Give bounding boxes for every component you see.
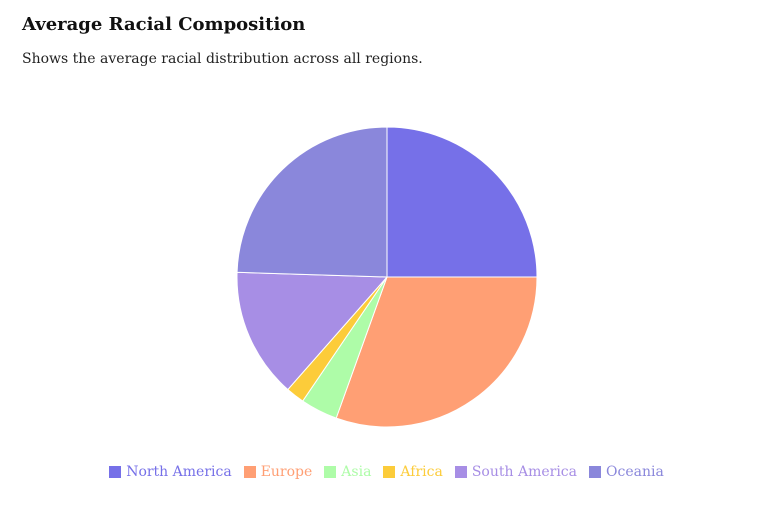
legend-swatch-south-america: [454, 466, 467, 478]
legend-item-north-america[interactable]: North America: [109, 464, 232, 480]
pie-slices: [236, 126, 538, 428]
chart-legend: North America Europe Asia Africa South Ameri…: [0, 461, 773, 483]
legend-label-north-america: North America: [126, 464, 232, 480]
legend-label-europe: Europe: [260, 464, 313, 480]
legend-item-oceania[interactable]: Oceania: [589, 464, 664, 480]
legend-swatch-oceania: [589, 466, 601, 478]
legend-label-asia: Asia: [341, 464, 372, 480]
pie-slice-north-america[interactable]: [386, 126, 538, 278]
legend-label-oceania: Oceania: [606, 464, 664, 480]
legend-swatch-africa: [383, 466, 396, 478]
legend-label-south-america: South America: [471, 464, 577, 480]
legend-label-africa: Africa: [400, 464, 443, 480]
chart-title: Average Racial Composition: [22, 14, 306, 35]
pie-slice-europe[interactable]: [335, 276, 538, 428]
legend-item-europe[interactable]: Europe: [243, 464, 313, 480]
pie-slice-oceania[interactable]: [236, 126, 388, 278]
pie-slice-south-america[interactable]: [236, 271, 389, 391]
legend-swatch-asia: [324, 466, 337, 478]
legend-item-africa[interactable]: Africa: [383, 464, 443, 480]
legend-swatch-europe: [243, 466, 256, 478]
legend-item-asia[interactable]: Asia: [324, 464, 371, 480]
chart-subtitle: Shows the average racial distribution ac…: [22, 51, 423, 67]
legend-item-south-america[interactable]: South America: [454, 464, 577, 480]
legend-swatch-north-america: [109, 466, 122, 478]
